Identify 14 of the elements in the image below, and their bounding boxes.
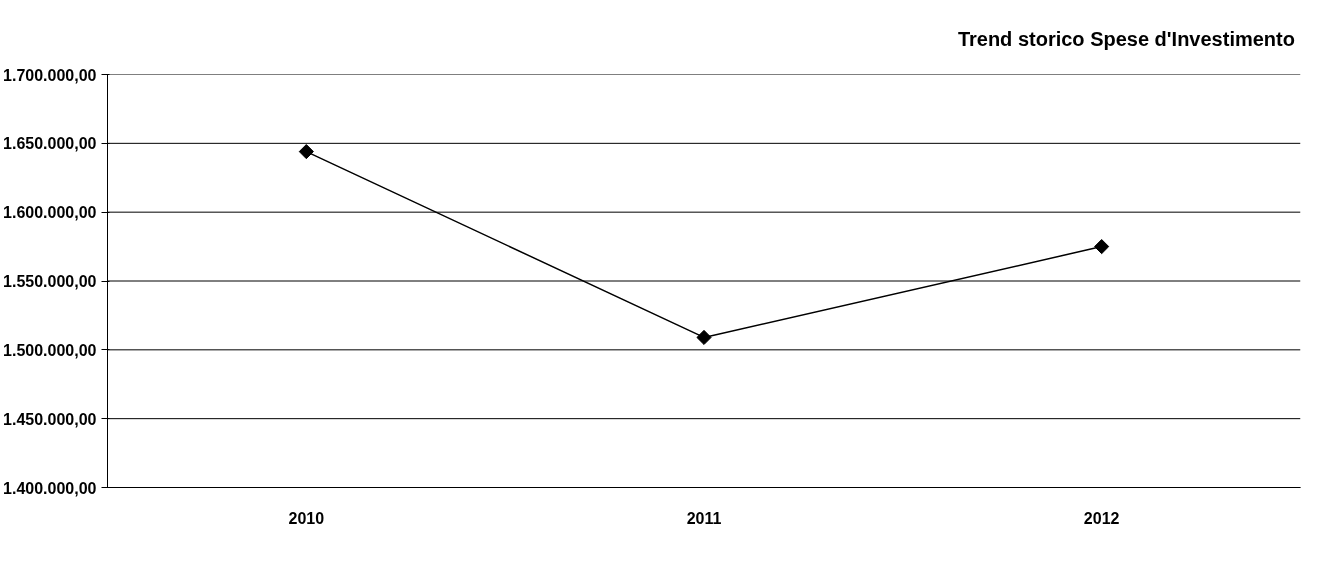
x-tick-label: 2010 (288, 509, 325, 527)
chart-title: Trend storico Spese d'Investimento (957, 27, 1295, 50)
y-tick-label: 1.650.000,00 (3, 135, 97, 153)
point (1094, 239, 1110, 255)
point (298, 144, 314, 160)
y-tick-label: 1.400.000,00 (3, 479, 97, 497)
x-tick-label: 2011 (686, 509, 722, 527)
y-tick-label: 1.450.000,00 (3, 410, 97, 428)
point (696, 329, 712, 346)
y-tick-label: 1.500.000,00 (3, 341, 97, 359)
y-tick-label: 1.700.000,00 (3, 66, 97, 84)
y-tick-label: 1.550.000,00 (3, 273, 97, 290)
y-tick-label: 1.600.000,00 (3, 204, 97, 222)
x-tick-label: 2012 (1083, 509, 1120, 527)
